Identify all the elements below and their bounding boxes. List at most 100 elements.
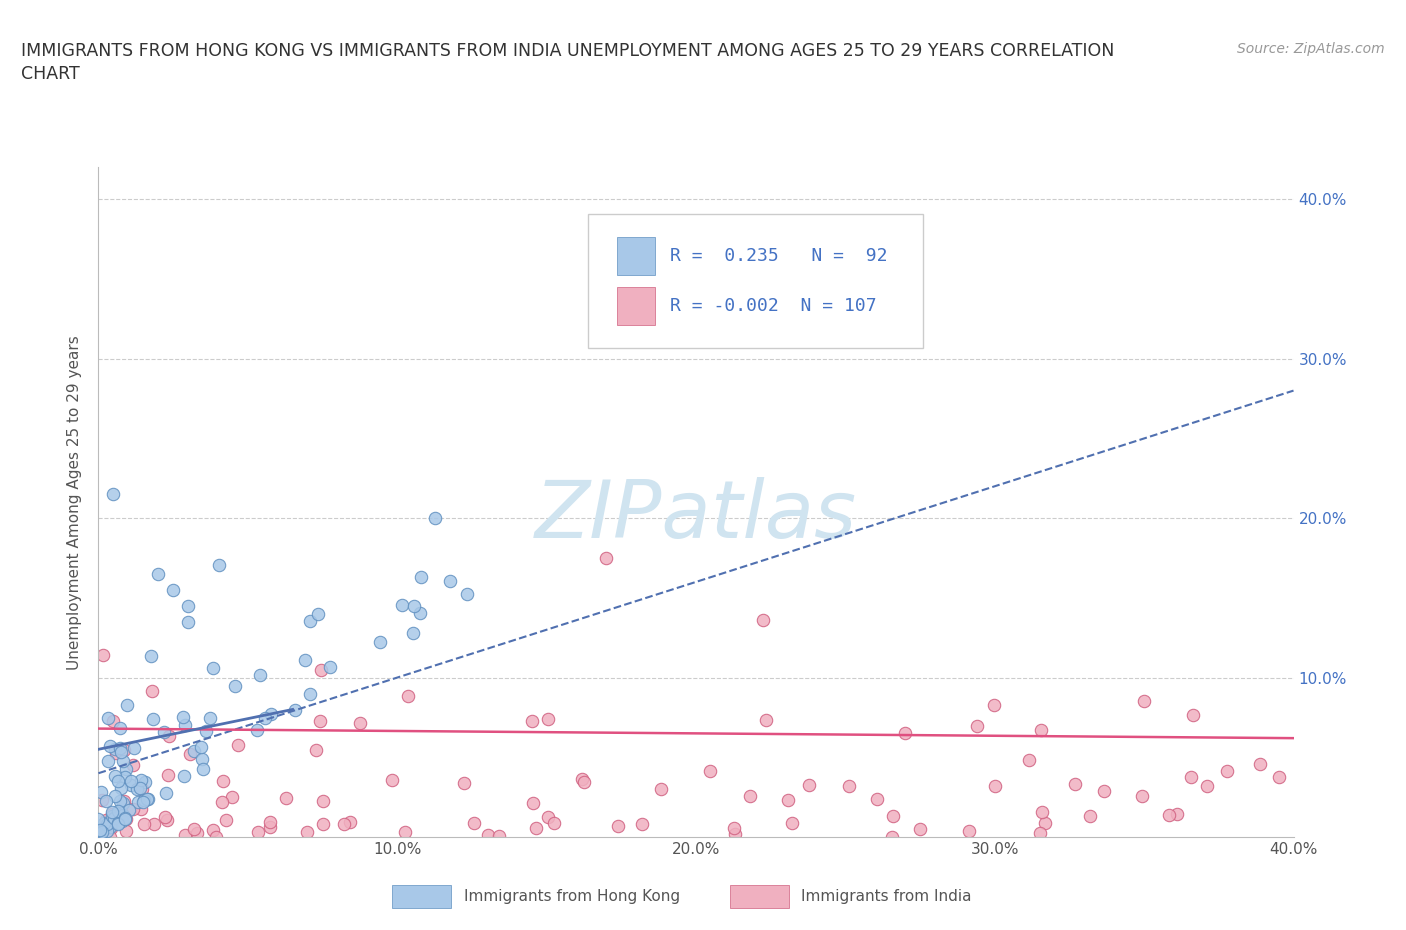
Point [162,582,184,597]
Text: Source: ZipAtlas.com: Source: ZipAtlas.com [1237,42,1385,56]
Point [1033,816,1056,830]
Point [319,659,342,674]
Point [91,792,114,807]
Point [298,686,321,701]
Point [966,718,988,733]
Point [97,711,120,725]
Point [221,790,243,804]
Point [157,767,180,782]
Point [115,698,138,712]
Point [107,804,129,818]
Point [224,679,246,694]
Point [107,816,129,830]
Point [333,817,356,831]
Point [477,828,499,843]
Point [402,625,425,640]
Point [595,551,617,565]
Point [312,794,335,809]
Point [198,711,221,725]
Point [349,716,371,731]
Point [177,615,200,630]
Point [124,740,146,755]
Point [1166,806,1188,821]
Point [129,801,152,816]
Point [1130,789,1153,804]
Point [312,817,335,831]
Point [105,746,128,761]
Point [283,703,305,718]
Point [89,819,111,834]
Point [522,795,544,810]
Point [630,817,652,831]
Point [1180,769,1202,784]
FancyBboxPatch shape [617,237,655,275]
Point [215,813,238,828]
Point [157,729,180,744]
Y-axis label: Unemployment Among Ages 25 to 29 years: Unemployment Among Ages 25 to 29 years [67,335,83,670]
Point [782,816,804,830]
Point [606,819,628,834]
Point [104,808,127,823]
Point [129,773,152,788]
Point [172,710,194,724]
Point [253,711,276,725]
Point [89,822,111,837]
Text: R =  0.235   N =  92: R = 0.235 N = 92 [669,246,887,265]
Point [110,781,132,796]
Point [108,720,131,735]
Point [142,711,165,726]
Point [122,758,145,773]
Point [127,794,149,809]
Point [173,828,195,843]
Point [307,607,329,622]
Point [247,825,270,840]
Point [723,820,745,835]
Point [1063,777,1085,791]
Point [714,327,737,342]
Point [177,598,200,613]
Point [173,769,195,784]
Point [740,789,762,804]
Point [110,744,132,759]
Point [402,598,425,613]
Point [93,816,115,830]
Point [107,774,129,789]
Point [134,775,156,790]
Point [463,816,485,830]
Point [880,830,903,844]
Point [724,827,747,842]
Point [186,826,208,841]
Point [114,812,136,827]
Point [190,739,212,754]
Point [112,793,135,808]
Point [93,647,115,662]
Text: Immigrants from Hong Kong: Immigrants from Hong Kong [464,889,681,904]
Point [94,793,117,808]
Point [299,614,322,629]
Point [152,724,174,739]
Point [114,824,136,839]
Point [104,741,127,756]
Point [104,768,127,783]
Point [155,810,177,825]
Point [1197,778,1219,793]
Point [396,689,419,704]
Point [89,827,111,842]
Point [97,753,120,768]
Point [537,810,560,825]
Point [650,782,672,797]
Point [100,820,122,835]
Point [135,791,157,806]
Point [111,814,134,829]
FancyBboxPatch shape [588,214,922,348]
Point [520,713,543,728]
Point [202,823,225,838]
Point [866,791,889,806]
Point [90,785,112,800]
Point [136,792,159,807]
Text: Immigrants from India: Immigrants from India [801,889,972,904]
Point [882,808,904,823]
Point [104,789,127,804]
Point [156,812,179,827]
Point [260,707,283,722]
